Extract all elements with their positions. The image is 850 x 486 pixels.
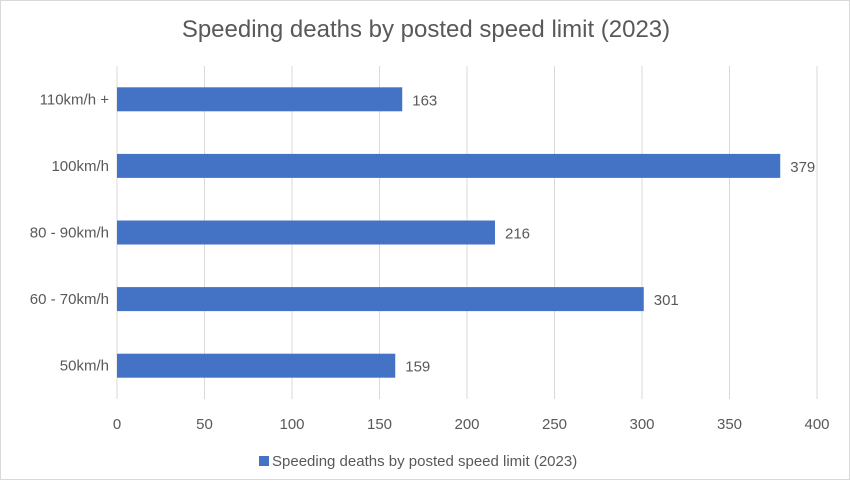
x-tick-label: 50 <box>196 416 213 433</box>
x-tick-label: 150 <box>367 416 392 433</box>
y-category-label: 100km/h <box>51 158 109 175</box>
x-tick-label: 100 <box>279 416 304 433</box>
data-label: 159 <box>405 359 430 376</box>
bar <box>117 287 644 312</box>
data-label: 379 <box>790 159 815 176</box>
y-category-label: 60 - 70km/h <box>30 291 109 308</box>
x-tick-label: 200 <box>454 416 479 433</box>
x-tick-label: 400 <box>804 416 829 433</box>
bar <box>117 353 396 378</box>
x-tick-label: 0 <box>113 416 121 433</box>
x-tick-label: 350 <box>717 416 742 433</box>
legend: Speeding deaths by posted speed limit (2… <box>259 453 577 470</box>
bar <box>117 220 495 245</box>
data-label: 163 <box>412 92 437 109</box>
data-label: 301 <box>654 292 679 309</box>
bar <box>117 87 403 112</box>
chart-title: Speeding deaths by posted speed limit (2… <box>182 16 670 43</box>
y-category-label: 80 - 90km/h <box>30 225 109 242</box>
legend-label: Speeding deaths by posted speed limit (2… <box>272 453 577 470</box>
data-label: 216 <box>505 226 530 243</box>
x-tick-label: 300 <box>629 416 654 433</box>
x-tick-label: 250 <box>542 416 567 433</box>
y-category-label: 110km/h + <box>40 91 110 108</box>
bar <box>117 153 781 178</box>
legend-swatch <box>259 456 269 466</box>
y-category-label: 50km/h <box>60 358 109 375</box>
